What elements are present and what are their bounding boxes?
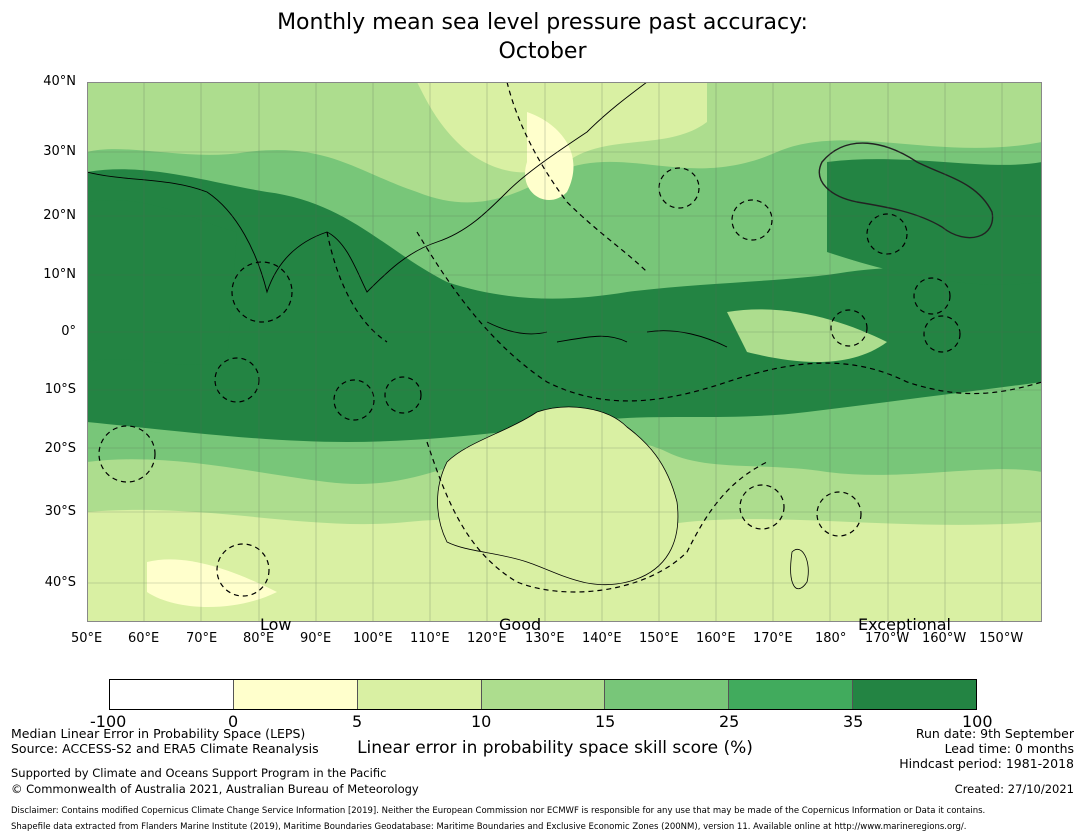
lat-label-10n: 10°N: [43, 267, 76, 282]
lon-label: 50°E: [71, 631, 103, 646]
lon-label: 130°E: [525, 631, 565, 646]
new-zealand-landmass: [790, 549, 809, 590]
lon-label: 180°: [815, 631, 847, 646]
arabian-sea-dark-region: [87, 199, 237, 365]
lon-label: 90°E: [300, 631, 332, 646]
quality-label-low: Low: [260, 615, 292, 634]
lat-label-40s: 40°S: [44, 575, 76, 590]
footer-support: Supported by Climate and Oceans Support …: [11, 766, 387, 780]
south-indian-low-region: [147, 559, 277, 607]
lat-label-30s: 30°S: [44, 504, 76, 519]
lon-label: 150°W: [979, 631, 1024, 646]
lon-label: 80°E: [243, 631, 275, 646]
colorbar-segment: [853, 680, 977, 709]
footer-source: Source: ACCESS-S2 and ERA5 Climate Reana…: [11, 741, 319, 756]
map-title-line2: October: [498, 39, 587, 64]
china-low-region: [525, 112, 574, 201]
footer-created: Created: 27/10/2021: [954, 782, 1074, 796]
footer-run-date: Run date: 9th September: [915, 726, 1074, 741]
maritime-continent-coastline: [486, 321, 728, 348]
colorbar-segment: [110, 680, 234, 709]
lon-label: 60°E: [128, 631, 160, 646]
colorbar-label: Linear error in probability space skill …: [357, 738, 753, 758]
eez-boundaries: [98, 82, 1042, 597]
colorbar-segment: [729, 680, 854, 709]
skill-map: [87, 82, 1042, 622]
quality-label-exceptional: Exceptional: [858, 615, 951, 634]
colorbar-tick: 100: [962, 712, 993, 731]
lat-label-20n: 20°N: [43, 208, 76, 223]
lat-label-equator: 0°: [61, 324, 76, 339]
footer-method: Median Linear Error in Probability Space…: [11, 726, 306, 741]
lat-label-20s: 20°S: [44, 441, 76, 456]
map-graticule: [87, 82, 1042, 622]
asia-pale-region: [417, 82, 707, 173]
skill-map-canvas: [87, 82, 1042, 622]
lon-label: 150°E: [639, 631, 679, 646]
lat-label-30n: 30°N: [43, 144, 76, 159]
lon-label: 100°E: [353, 631, 393, 646]
australia-landmass: [437, 406, 679, 586]
map-title: Monthly mean sea level pressure past acc…: [0, 8, 1085, 66]
colorbar-tick: 35: [843, 712, 864, 731]
footer-shapefile-credit: Shapefile data extracted from Flanders M…: [11, 822, 967, 832]
colorbar-segment: [605, 680, 730, 709]
asia-coastline: [87, 82, 648, 294]
colorbar-tick: 25: [719, 712, 740, 731]
colorbar-segment: [357, 680, 482, 709]
footer-hindcast: Hindcast period: 1981-2018: [899, 756, 1074, 771]
footer-lead-time: Lead time: 0 months: [944, 741, 1074, 756]
colorbar-tick: 0: [228, 712, 239, 731]
quality-label-good: Good: [499, 615, 542, 634]
lat-label-40n: 40°N: [43, 74, 76, 89]
lon-label: 70°E: [186, 631, 218, 646]
lon-label: 120°E: [467, 631, 507, 646]
footer-copyright: © Commonwealth of Australia 2021, Austra…: [11, 782, 419, 796]
lat-label-10s: 10°S: [44, 382, 76, 397]
colorbar-tick: 5: [352, 712, 363, 731]
map-title-line1: Monthly mean sea level pressure past acc…: [277, 10, 808, 35]
colorbar-tick: -100: [90, 712, 127, 731]
lon-label: 140°E: [582, 631, 622, 646]
colorbar: [109, 679, 977, 710]
lon-label: 160°E: [696, 631, 736, 646]
map-frame: [87, 82, 1042, 622]
footer-disclaimer: Disclaimer: Contains modified Copernicus…: [11, 806, 986, 816]
skill-contour-line: [818, 142, 994, 239]
colorbar-tick: 15: [595, 712, 616, 731]
lon-label: 170°W: [865, 631, 910, 646]
lon-label: 160°W: [922, 631, 967, 646]
colorbar-segment: [233, 680, 358, 709]
colorbar-segment: [481, 680, 606, 709]
equatorial-pacific-light-region: [727, 309, 887, 362]
tropical-dark-band: [87, 169, 1042, 442]
lon-label: 170°E: [753, 631, 793, 646]
lon-label: 110°E: [410, 631, 450, 646]
colorbar-tick: 10: [471, 712, 492, 731]
